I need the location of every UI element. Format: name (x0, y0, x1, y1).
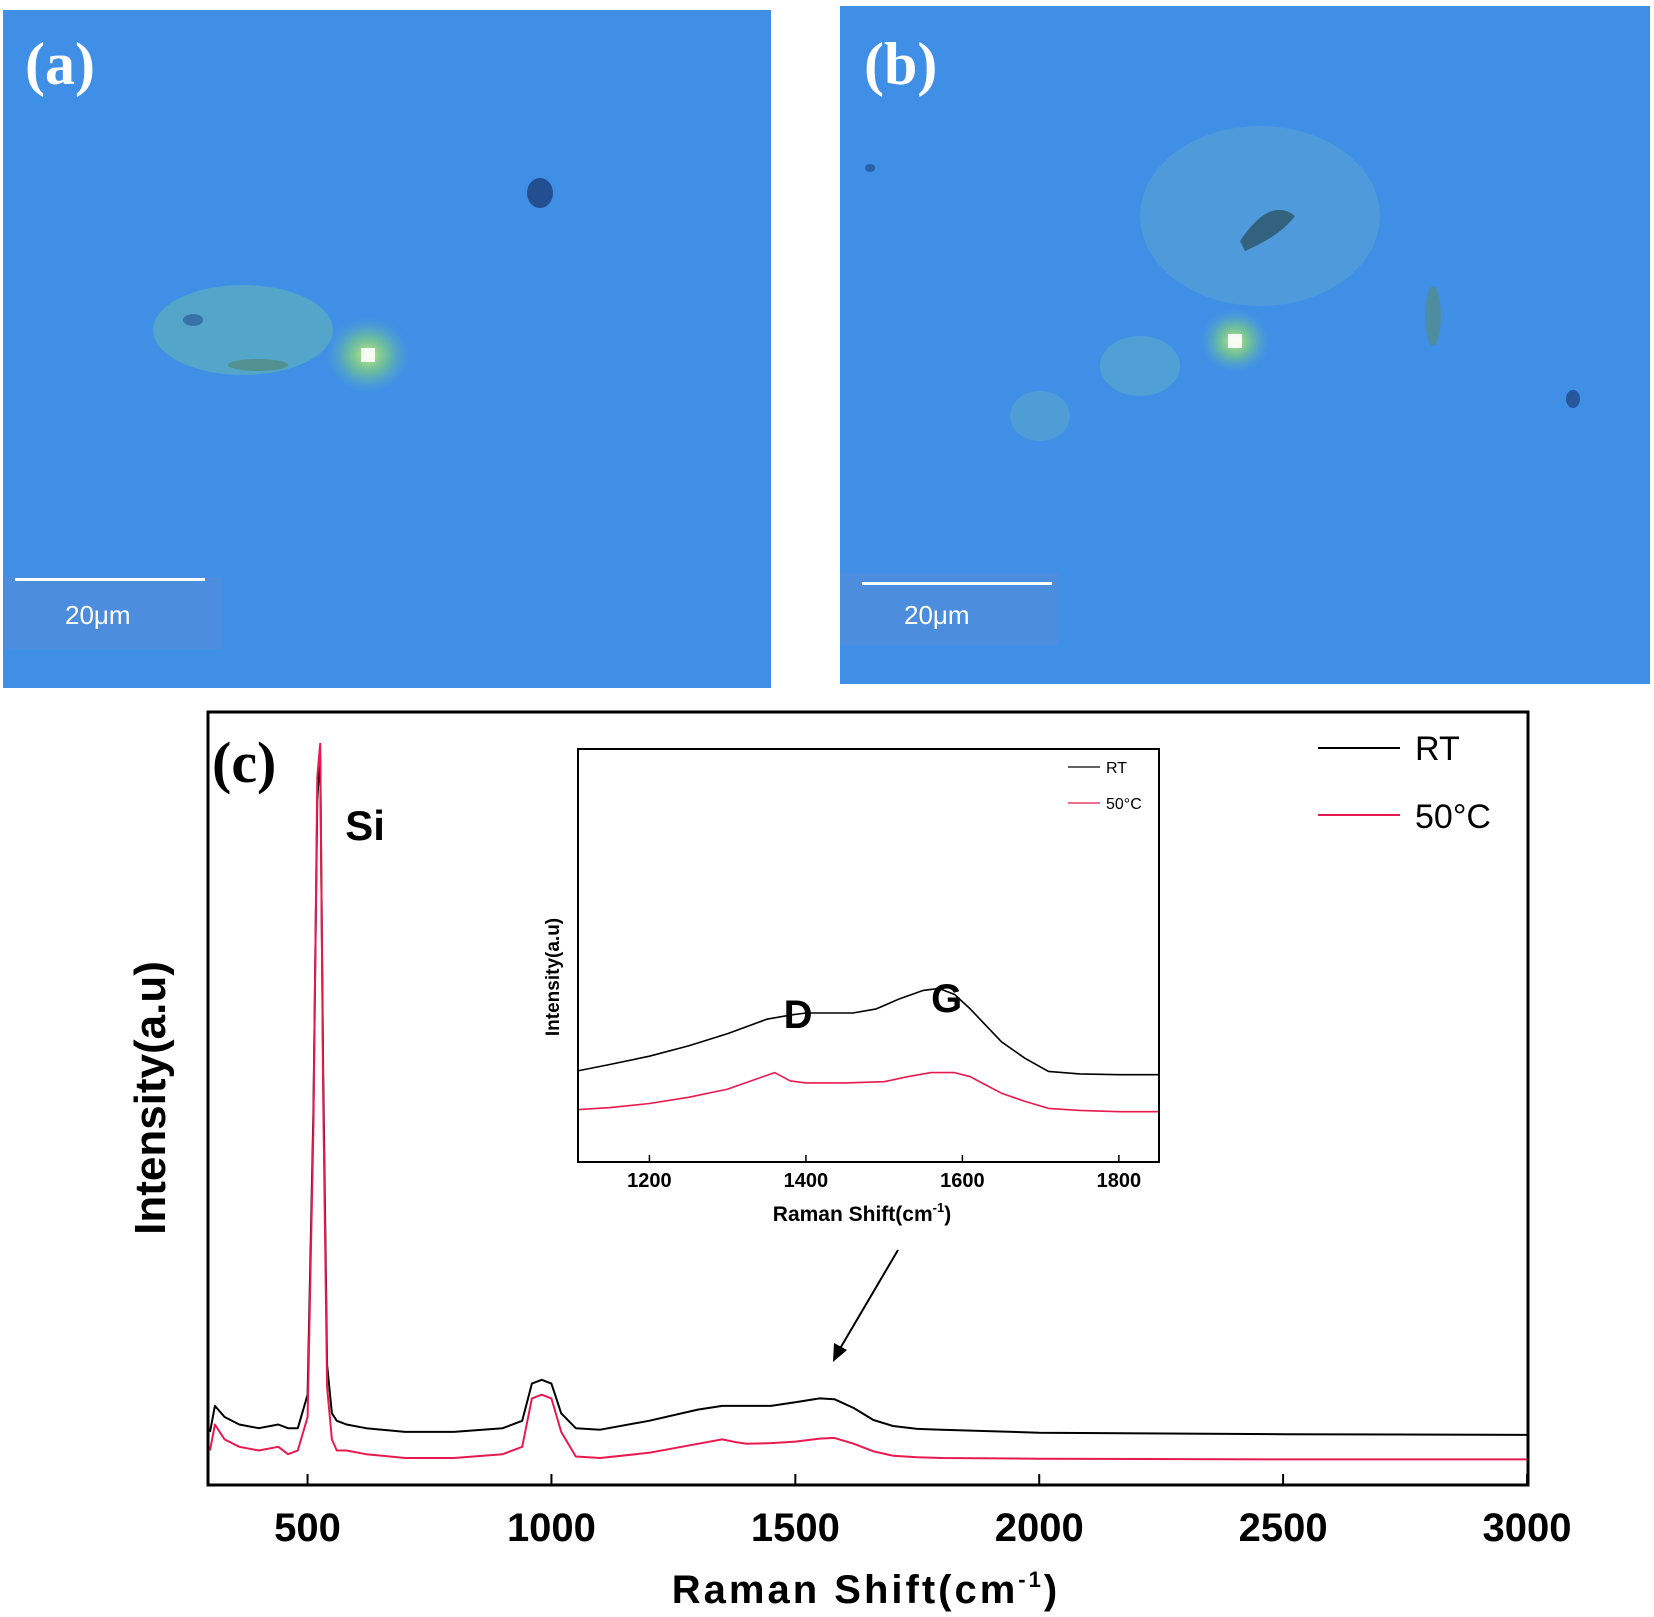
inset-series-group (578, 987, 1158, 1113)
inset-plot: 1200 1400 1600 1800 D G Intensity(a.u) Rama… (543, 748, 1160, 1226)
main-legend: RT 50°C (1318, 730, 1491, 836)
scale-bar-label-b: 20μm (904, 600, 970, 630)
micrograph-b-texture (865, 126, 1580, 441)
micrograph-a-texture (153, 178, 553, 393)
main-series-group (209, 742, 1528, 1461)
inset-x-tick-label-3: 1800 (1097, 1170, 1142, 1192)
scale-bar-a (15, 578, 205, 581)
main-x-tick-label-5: 3000 (1483, 1506, 1572, 1550)
micrograph-b: (b) 20μm (840, 6, 1650, 684)
main-x-axis-label: Raman Shift(cm-1) (672, 1567, 1060, 1612)
scale-bar-b (862, 582, 1052, 585)
main-plot-frame (206, 710, 1530, 1487)
inset-legend-rt-label: RT (1106, 760, 1127, 777)
main-y-axis-label: Intensity(a.u) (126, 961, 175, 1235)
inset-y-axis-label: Intensity(a.u) (543, 918, 564, 1036)
main-series-line-0 (209, 753, 1528, 1436)
main-x-tick-label-4: 2500 (1239, 1506, 1328, 1550)
micrograph-a: (a) 20μm (3, 10, 771, 688)
inset-series-line-1 (578, 1071, 1158, 1113)
d-band-label: D (784, 993, 813, 1037)
inset-x-ticks: 1200 1400 1600 1800 (627, 1155, 1141, 1192)
main-series-line-1 (209, 742, 1527, 1461)
inset-x-tick-label-2: 1600 (940, 1170, 985, 1192)
panel-a-label: (a) (25, 31, 95, 97)
inset-x-tick-label-1: 1400 (784, 1170, 829, 1192)
main-x-tick-label-0: 500 (274, 1506, 341, 1550)
main-x-tick-label-2: 1500 (751, 1506, 840, 1550)
inset-plot-frame (577, 748, 1160, 1163)
inset-x-axis-label-close: ) (944, 1203, 951, 1226)
panel-b-label: (b) (864, 31, 938, 97)
inset-x-axis-label-sup: -1 (933, 1200, 945, 1215)
main-plot: 500 1000 1500 2000 2500 3000 (c) Si Intensity… (126, 710, 1571, 1612)
inset-pointer-arrowhead (833, 1343, 847, 1362)
main-x-axis-label-close: ) (1044, 1568, 1060, 1612)
g-band-label: G (931, 977, 962, 1021)
main-x-tick-label-1: 1000 (507, 1506, 596, 1550)
inset-legend-50c-label: 50°C (1106, 796, 1142, 813)
inset-legend: RT 50°C (1068, 760, 1142, 813)
inset-x-tick-label-0: 1200 (627, 1170, 672, 1192)
legend-50c-label: 50°C (1415, 798, 1491, 836)
inset-pointer-arrow (837, 1249, 899, 1353)
main-x-axis-label-sup: -1 (1018, 1567, 1044, 1592)
inset-x-axis-label: Raman Shift(cm-1) (773, 1200, 951, 1226)
si-peak-label: Si (345, 802, 385, 849)
main-x-ticks: 500 1000 1500 2000 2500 3000 (274, 1474, 1571, 1550)
scale-bar-box-a (3, 577, 221, 649)
scale-bar-label-a: 20μm (65, 600, 131, 630)
panel-c-label: (c) (212, 730, 276, 795)
inset-x-axis-label-text: Raman Shift(cm (773, 1203, 933, 1226)
legend-rt-label: RT (1415, 730, 1460, 768)
main-x-axis-label-text: Raman Shift(cm (672, 1568, 1019, 1612)
main-x-tick-label-3: 2000 (995, 1506, 1084, 1550)
inset-series-line-0 (578, 987, 1158, 1076)
scale-bar-box-b (840, 573, 1058, 645)
